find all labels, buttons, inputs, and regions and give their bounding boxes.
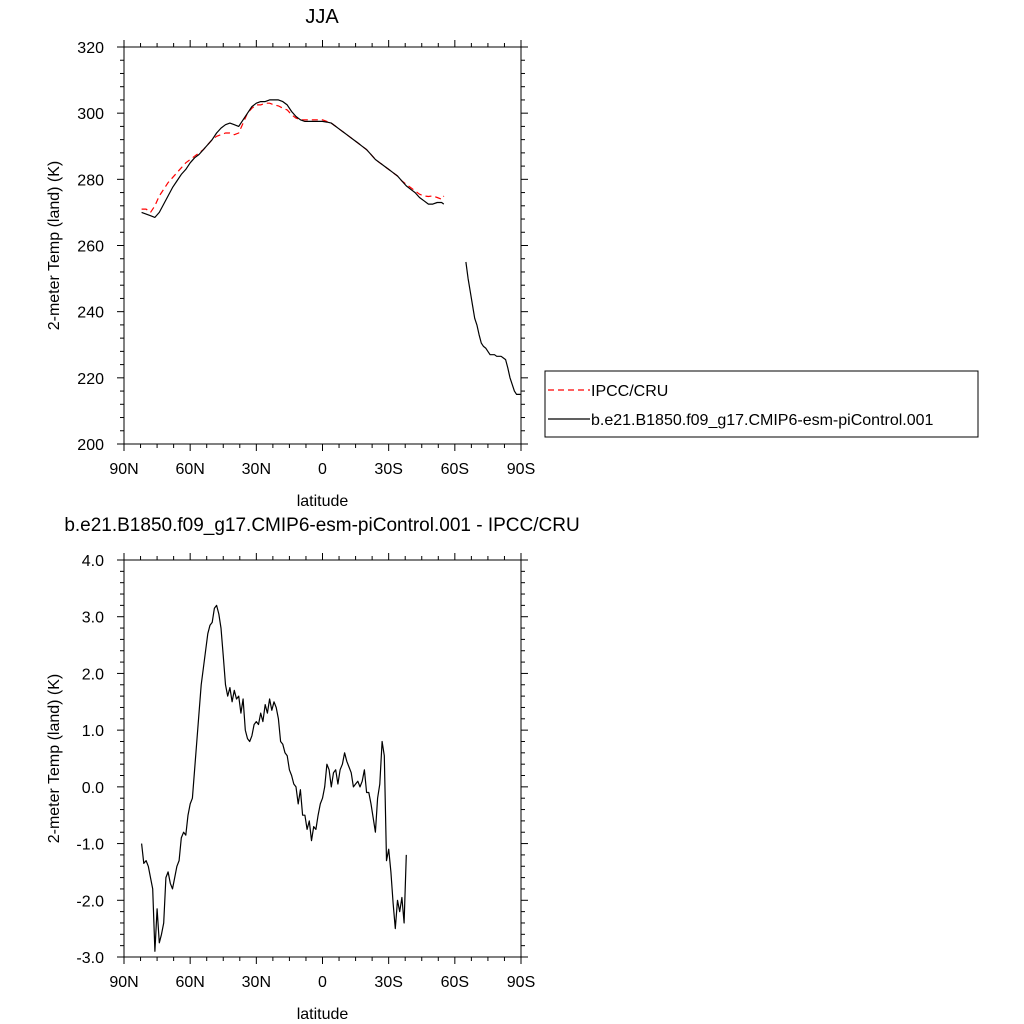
chart-panel-1: JJA 90N 60N 30N 0 30S 60S 90S 200 220 240 260 280 300…: [46, 6, 979, 510]
x-tick-label: 60S: [441, 974, 469, 991]
y-axis-label: 2-meter Temp (land) (K): [46, 674, 63, 844]
x-tick-label: 60N: [175, 461, 204, 478]
y-tick-label: -1.0: [76, 837, 104, 854]
legend-label-2: b.e21.B1850.f09_g17.CMIP6-esm-piControl.…: [591, 412, 934, 429]
series-line-1-seg-1: [141, 604, 407, 952]
chart-title: b.e21.B1850.f09_g17.CMIP6-esm-piControl.…: [64, 515, 579, 536]
x-tick-label: 30S: [374, 974, 402, 991]
y-tick-label: 220: [77, 371, 104, 388]
chart-panel-2: b.e21.B1850.f09_g17.CMIP6-esm-piControl.…: [46, 515, 580, 1023]
y-tick-label: 1.0: [82, 723, 104, 740]
y-tick-label: 280: [77, 172, 104, 189]
y-tick-label: 200: [77, 437, 104, 454]
y-tick-label: 260: [77, 239, 104, 256]
chart-title: JJA: [305, 6, 339, 28]
y-tick-label: 320: [77, 40, 104, 57]
x-axis-label: latitude: [297, 1006, 349, 1023]
x-tick-label: 90N: [109, 974, 138, 991]
series-group: [141, 604, 407, 952]
y-tick-label: 300: [77, 106, 104, 123]
x-tick-label: 30N: [242, 974, 271, 991]
series-group: [141, 99, 521, 395]
y-tick-label: 3.0: [82, 610, 104, 627]
series-line-2-seg-2: [465, 261, 521, 395]
y-tick-label: -3.0: [76, 950, 104, 967]
y-axis-label: 2-meter Temp (land) (K): [46, 161, 63, 331]
series-line-2-seg-1: [141, 99, 445, 218]
legend-label-1: IPCC/CRU: [591, 383, 668, 400]
y-tick-label: 240: [77, 305, 104, 322]
x-tick-label: 90S: [507, 974, 535, 991]
y-tick-label: 0.0: [82, 780, 104, 797]
x-tick-label: 30S: [374, 461, 402, 478]
x-tick-label: 60N: [175, 974, 204, 991]
legend: IPCC/CRU b.e21.B1850.f09_g17.CMIP6-esm-pi…: [544, 370, 979, 438]
y-tick-label: 4.0: [82, 553, 104, 570]
x-tick-label: 60S: [441, 461, 469, 478]
x-tick-label: 0: [318, 461, 327, 478]
y-tick-label: -2.0: [76, 893, 104, 910]
x-tick-label: 0: [318, 974, 327, 991]
x-tick-label: 30N: [242, 461, 271, 478]
x-tick-label: 90N: [109, 461, 138, 478]
x-tick-label: 90S: [507, 461, 535, 478]
x-axis-label: latitude: [297, 493, 349, 510]
y-tick-label: 2.0: [82, 666, 104, 683]
legend-box: [544, 370, 979, 438]
